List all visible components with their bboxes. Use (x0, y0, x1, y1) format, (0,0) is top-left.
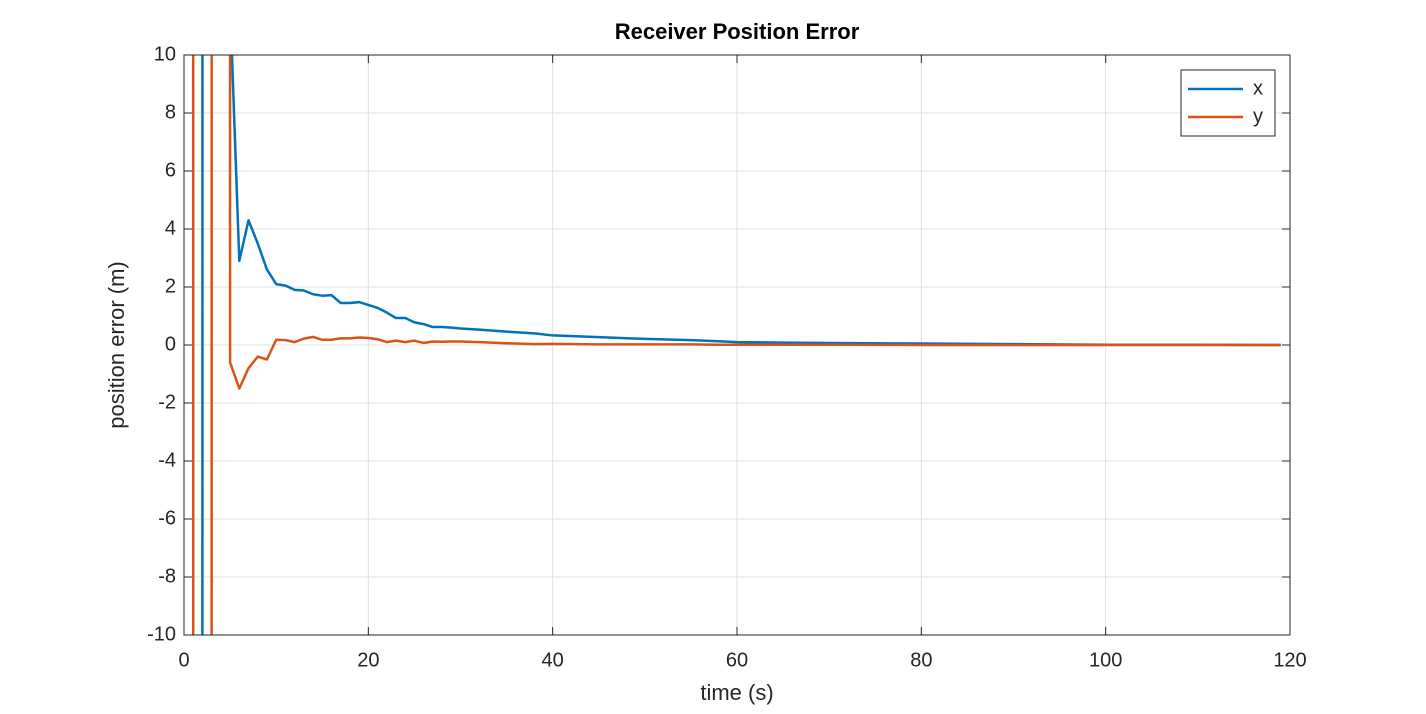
data-line (201, 55, 1281, 635)
y-tick-label: 4 (165, 217, 176, 239)
y-tick-label: -10 (147, 623, 176, 645)
x-tick-label: 0 (178, 649, 189, 671)
y-tick-label: 6 (165, 159, 176, 181)
y-tick-label: -4 (158, 449, 176, 471)
x-tick-label: 40 (542, 649, 564, 671)
x-tick-label: 80 (910, 649, 932, 671)
legend-box (1180, 69, 1276, 137)
plot-lines (191, 55, 1281, 635)
y-tick-label: 0 (165, 333, 176, 355)
x-tick-label: 60 (726, 649, 748, 671)
x-tick-label: 100 (1089, 649, 1122, 671)
y-tick-label: 2 (165, 275, 176, 297)
y-tick-label: 10 (154, 43, 176, 65)
y-tick-label: -6 (158, 507, 176, 529)
x-axis-label: time (s) (700, 680, 773, 705)
y-tick-label: 8 (165, 101, 176, 123)
legend: xy (1180, 69, 1276, 137)
legend-label: y (1253, 105, 1263, 127)
x-tick-label: 120 (1273, 649, 1306, 671)
y-tick-label: -8 (158, 565, 176, 587)
x-tick-label: 20 (357, 649, 379, 671)
data-line (191, 55, 1281, 635)
y-tick-label: -2 (158, 391, 176, 413)
legend-label: x (1253, 77, 1263, 99)
chart-title: Receiver Position Error (615, 19, 860, 44)
y-axis-label: position error (m) (104, 261, 129, 428)
